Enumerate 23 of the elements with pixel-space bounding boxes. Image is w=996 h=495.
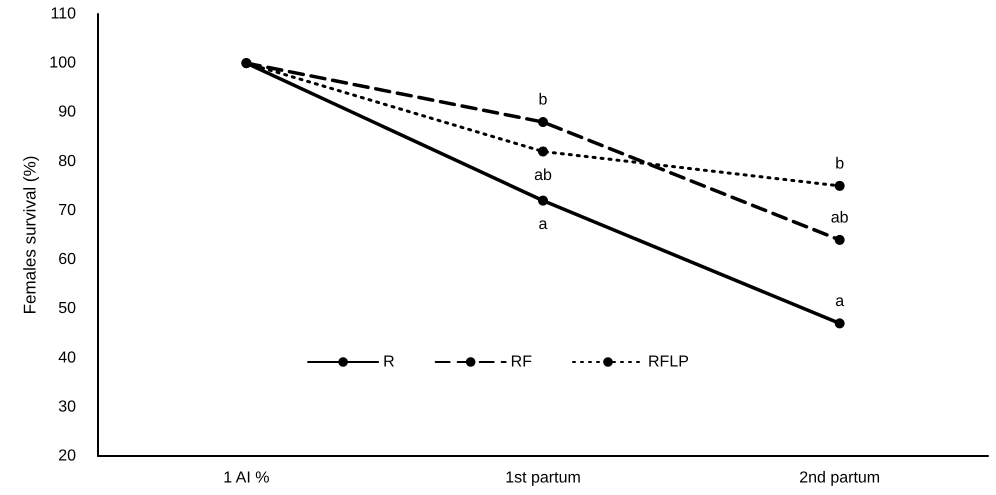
y-axis-title: Females survival (%) xyxy=(20,156,40,314)
y-tick-label: 90 xyxy=(58,104,76,121)
annotation: a xyxy=(538,216,548,234)
annotation: ab xyxy=(830,209,849,226)
legend-label: RFLP xyxy=(648,354,689,370)
y-tick-label: 110 xyxy=(50,6,76,22)
legend-label: RF xyxy=(510,354,532,370)
y-tick-label: 100 xyxy=(49,54,76,72)
y-tick-label: 30 xyxy=(58,398,76,416)
annotation: b xyxy=(538,92,548,109)
y-tick-label: 50 xyxy=(58,300,76,318)
y-tick-label: 70 xyxy=(58,202,76,219)
x-tick-label: 2nd partum xyxy=(799,470,880,486)
y-tick-label: 20 xyxy=(58,448,76,464)
y-tick-label: 80 xyxy=(58,152,76,170)
annotation: b xyxy=(835,155,844,172)
annotation: ab xyxy=(534,167,552,184)
x-tick-label: 1st partum xyxy=(505,470,581,486)
y-tick-label: 40 xyxy=(58,349,76,366)
y-tick-label: 60 xyxy=(58,251,76,268)
annotation: a xyxy=(835,292,844,310)
x-tick-label: 1 AI % xyxy=(223,470,270,486)
legend-label: R xyxy=(383,354,395,370)
